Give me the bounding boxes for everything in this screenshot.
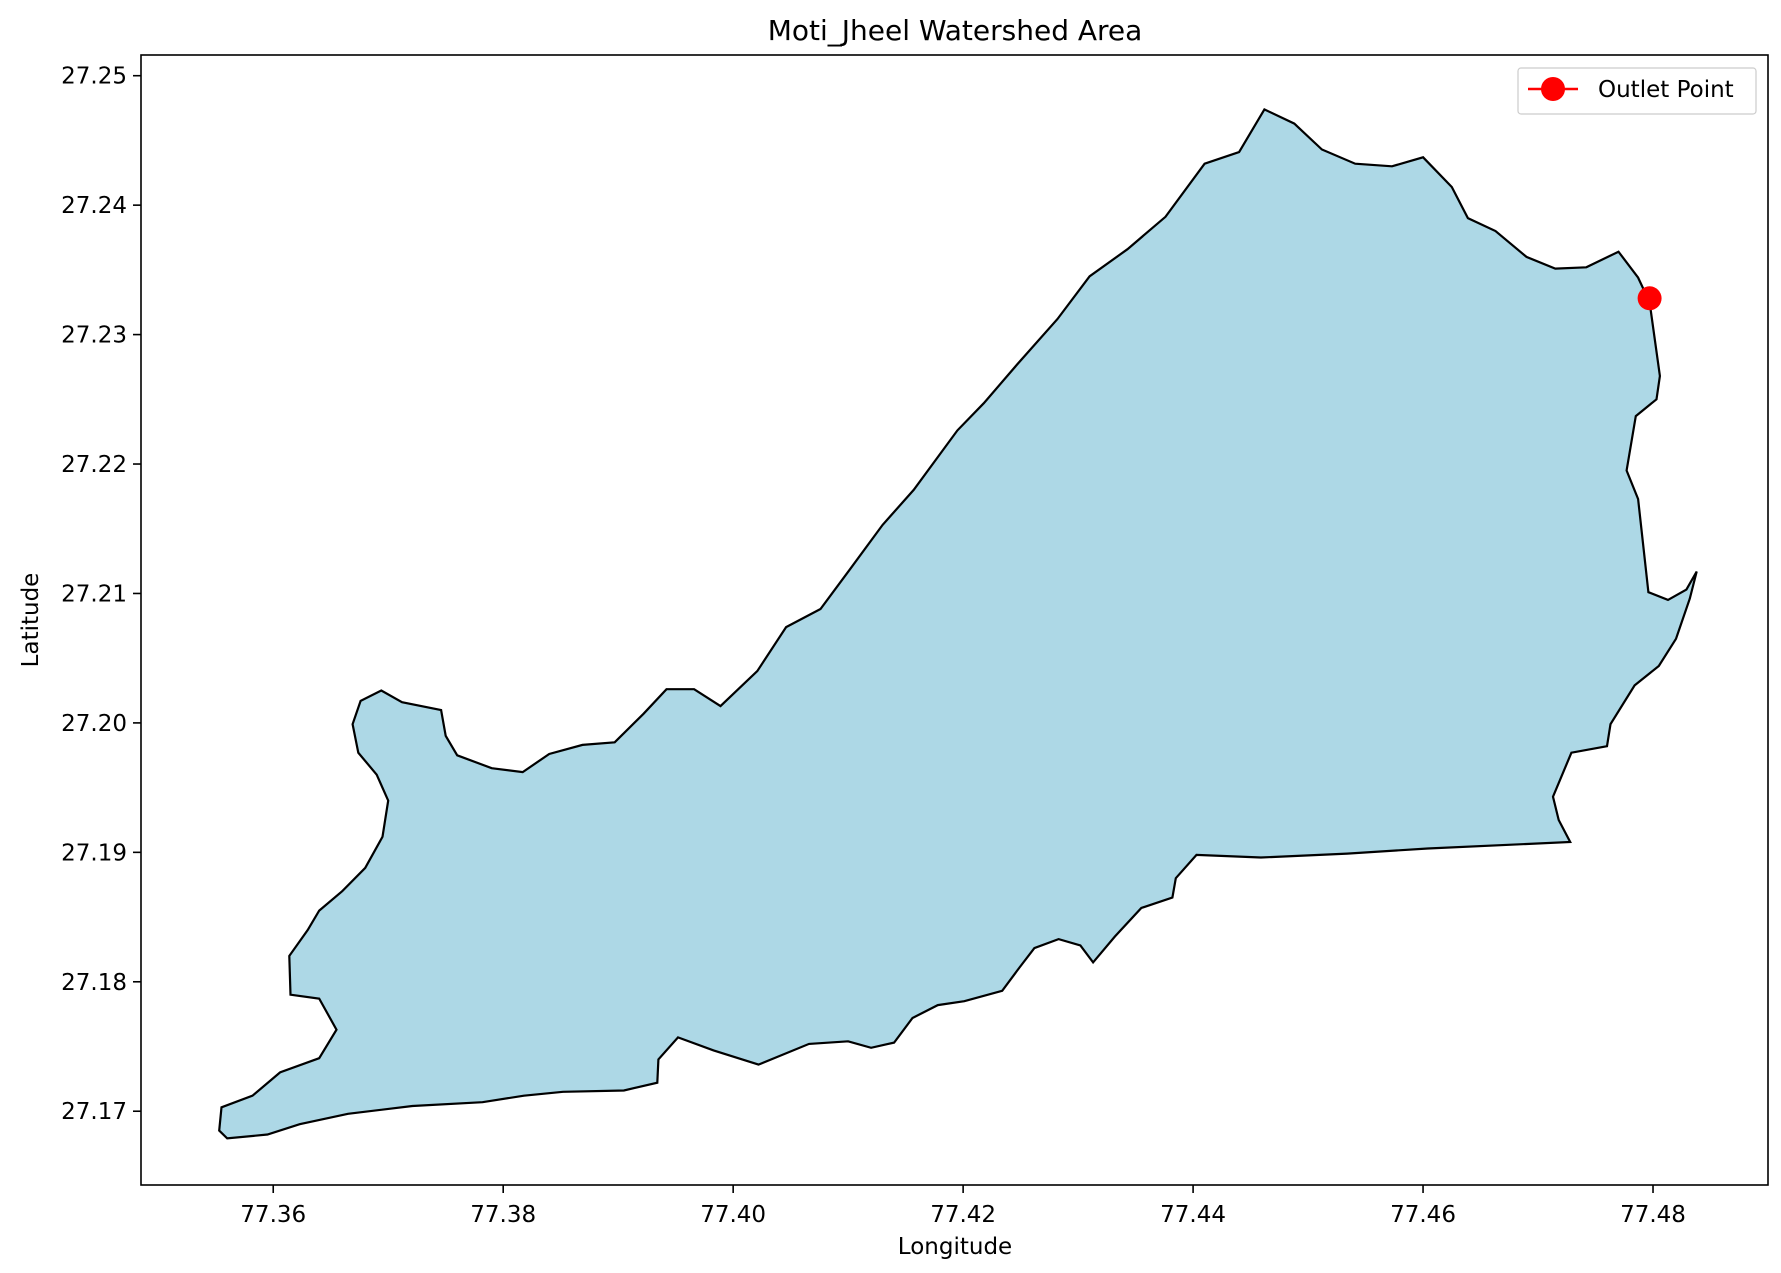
y-tick-label: 27.22 <box>61 452 127 478</box>
x-tick-label: 77.46 <box>1390 1202 1456 1228</box>
legend: Outlet Point <box>1517 67 1757 115</box>
y-tick-label: 27.18 <box>61 970 127 996</box>
axes-frame <box>140 54 1769 1186</box>
watershed-polygon <box>218 107 1698 1140</box>
chart-title: Moti_Jheel Watershed Area <box>768 14 1143 47</box>
y-tick-label: 27.24 <box>61 193 127 219</box>
outlet-point-marker <box>1637 286 1662 311</box>
y-tick-label: 27.25 <box>61 64 127 90</box>
x-tick-label: 77.42 <box>930 1202 996 1228</box>
y-tick-label: 27.23 <box>61 323 127 349</box>
x-tick-label: 77.40 <box>700 1202 766 1228</box>
y-tick-label: 27.21 <box>61 581 127 607</box>
y-axis-label: Latitude <box>18 573 44 668</box>
x-tick-label: 77.38 <box>470 1202 536 1228</box>
x-tick-label: 77.44 <box>1160 1202 1226 1228</box>
y-tick-label: 27.20 <box>61 711 127 737</box>
plot-area <box>140 54 1769 1186</box>
x-axis-label: Longitude <box>898 1234 1012 1260</box>
y-tick-label: 27.19 <box>61 840 127 866</box>
x-axis: 77.36 77.38 77.40 77.42 77.44 77.46 77.48 <box>240 1185 1686 1228</box>
legend-label-outlet-point: Outlet Point <box>1598 77 1734 103</box>
x-tick-label: 77.48 <box>1620 1202 1686 1228</box>
y-axis: 27.17 27.18 27.19 27.20 27.21 27.22 27.23 27.24… <box>61 64 141 1125</box>
legend-outlet-marker <box>1541 77 1565 101</box>
legend-box <box>1517 67 1757 115</box>
y-tick-label: 27.17 <box>61 1099 127 1125</box>
x-tick-label: 77.36 <box>240 1202 306 1228</box>
